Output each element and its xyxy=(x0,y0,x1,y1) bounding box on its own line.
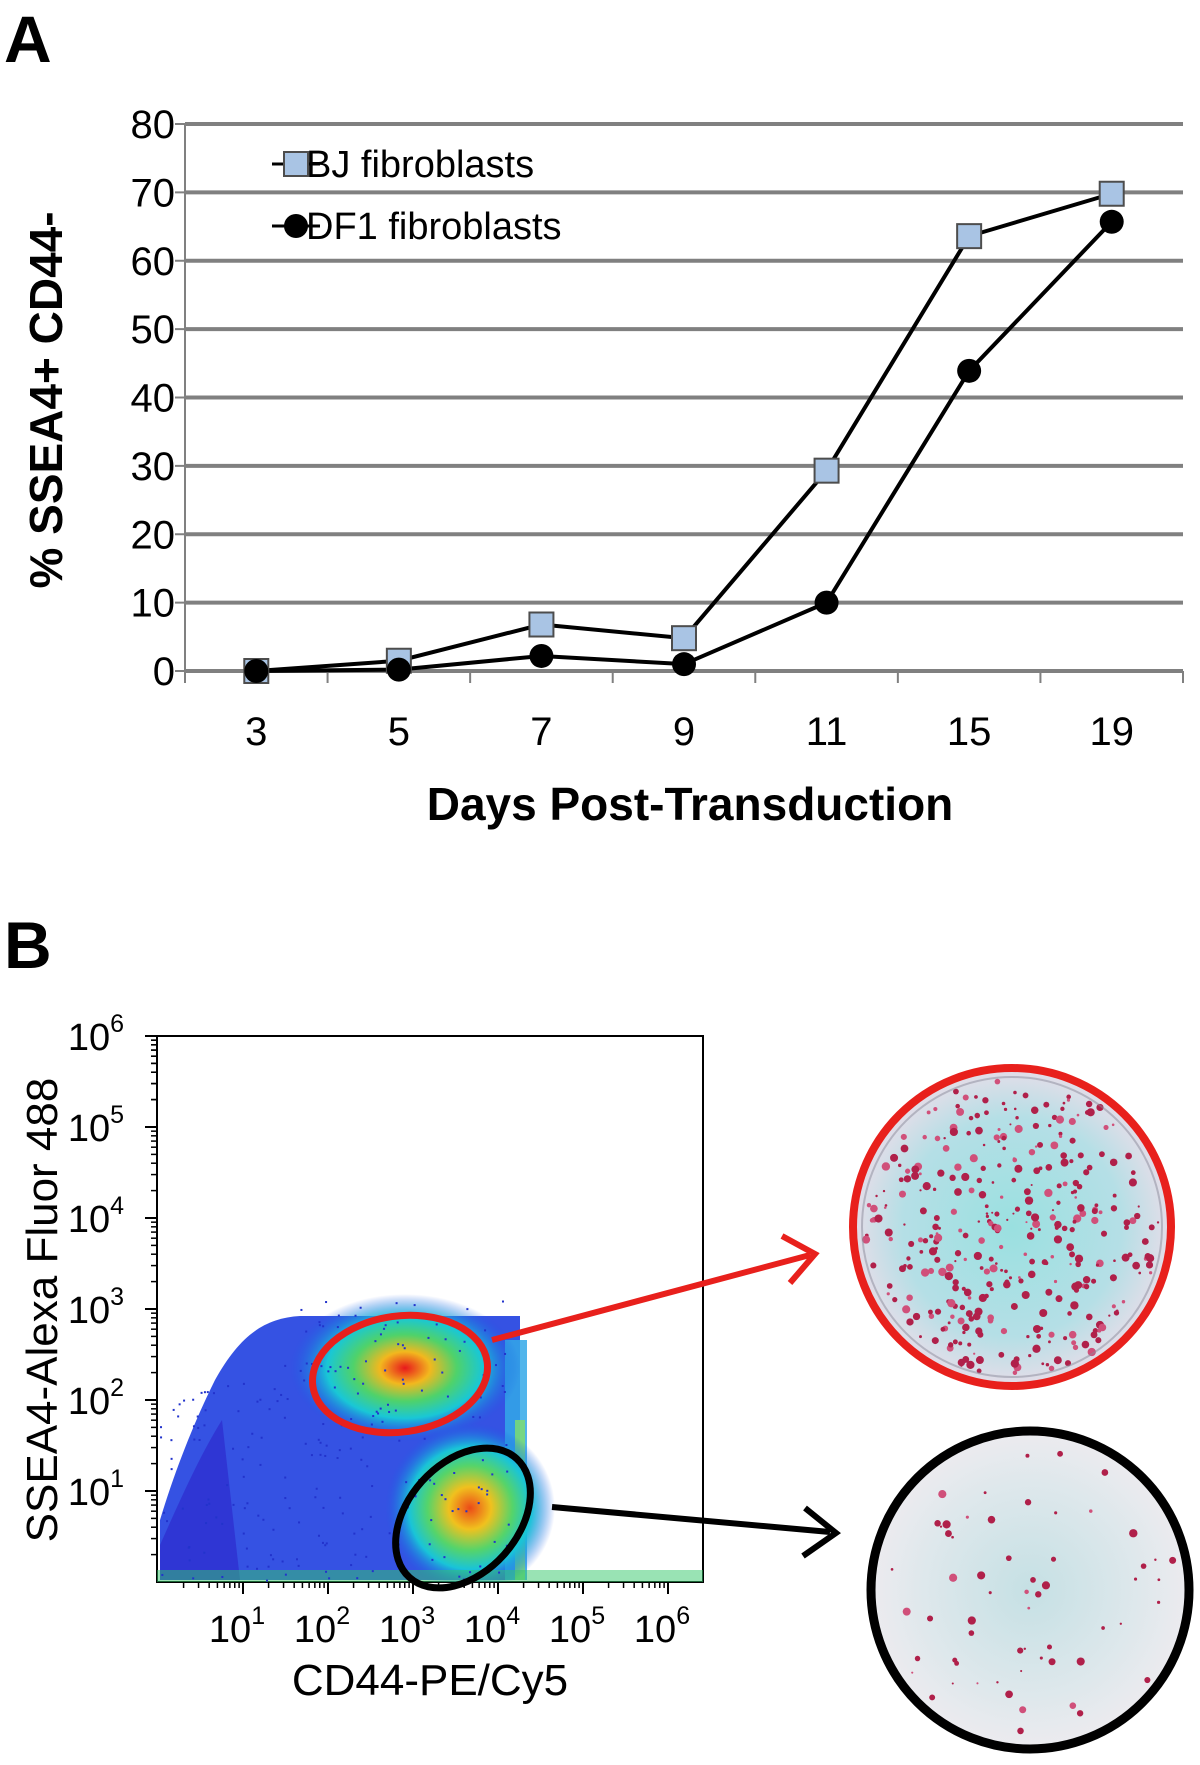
x-tick-label: 9 xyxy=(673,710,695,754)
flow-x-tick-label: 101 xyxy=(209,1602,265,1651)
data-point-bj xyxy=(671,625,697,652)
data-point-df1 xyxy=(529,643,554,668)
y-tick-label: 40 xyxy=(131,377,176,421)
data-point-df1 xyxy=(244,659,269,683)
data-point-bj xyxy=(1098,180,1125,207)
flow-y-ticks: 101 102 103 104 105 106 xyxy=(68,1010,157,1556)
x-axis-title: Days Post-Transduction xyxy=(427,778,954,830)
x-tick-label: 3 xyxy=(245,710,267,754)
legend-label-bj: BJ fibroblasts xyxy=(306,144,534,186)
legend: BJ fibroblasts DF1 fibroblasts xyxy=(272,144,562,248)
flow-y-tick-label: 105 xyxy=(68,1101,124,1150)
flow-y-tick-label: 106 xyxy=(68,1010,124,1059)
y-tick-label: 0 xyxy=(153,650,175,694)
flow-y-axis-title: SSEA4-Alexa Fluor 488 xyxy=(18,1078,67,1543)
legend-marker-circle xyxy=(284,214,308,238)
data-point-df1 xyxy=(1099,209,1124,234)
data-point-df1 xyxy=(957,358,982,383)
data-point-df1 xyxy=(386,657,411,682)
flow-y-tick-label: 101 xyxy=(68,1465,124,1514)
y-axis-title: % SSEA4+ CD44- xyxy=(20,211,72,588)
gridlines xyxy=(175,122,1184,683)
flow-x-axis-title: CD44-PE/Cy5 xyxy=(292,1656,568,1705)
flow-x-tick-label: 104 xyxy=(464,1602,520,1651)
y-tick-label: 10 xyxy=(131,582,176,626)
arrow-red xyxy=(491,1233,820,1343)
flow-x-tick-label: 106 xyxy=(634,1602,690,1651)
line-chart: 0 10 20 30 40 50 60 70 80 3 5 7 9 11 15 19 % SSEA4+ CD… xyxy=(20,103,1184,830)
y-tick-label: 50 xyxy=(131,308,176,352)
data-point-bj xyxy=(528,611,555,638)
panel-b-letter: B xyxy=(4,908,52,982)
flow-y-tick-label: 103 xyxy=(68,1283,124,1332)
plate-red-gate xyxy=(849,1064,1175,1390)
flow-cytometry-plot: 101 102 103 104 105 106 101 102 103 104 105 106 SS… xyxy=(18,1010,704,1705)
y-tick-labels: 0 10 20 30 40 50 60 70 80 xyxy=(131,103,176,694)
flow-y-tick-label: 104 xyxy=(68,1192,124,1241)
data-point-df1 xyxy=(814,590,839,615)
x-tick-label: 11 xyxy=(806,710,848,754)
flow-x-tick-label: 103 xyxy=(379,1602,435,1651)
legend-marker-square xyxy=(283,151,309,177)
panel-a-letter: A xyxy=(4,2,52,76)
x-tick-label: 5 xyxy=(388,710,410,754)
x-tick-label: 19 xyxy=(1089,710,1134,754)
series-group xyxy=(243,180,1125,684)
data-point-bj xyxy=(956,223,983,250)
x-tick-label: 7 xyxy=(530,710,552,754)
flow-x-tick-label: 105 xyxy=(549,1602,605,1651)
y-tick-label: 30 xyxy=(131,445,176,489)
y-tick-label: 70 xyxy=(131,171,176,215)
series-line-bj xyxy=(256,191,1113,673)
y-tick-label: 80 xyxy=(131,103,176,147)
event-density-cloud xyxy=(157,1294,703,1582)
arrow-black xyxy=(551,1504,841,1559)
x-tick-labels: 3 5 7 9 11 15 19 xyxy=(245,710,1134,754)
y-tick-label: 20 xyxy=(131,513,176,557)
data-point-df1 xyxy=(672,652,696,677)
flow-y-tick-label: 102 xyxy=(68,1374,124,1423)
y-tick-label: 60 xyxy=(131,240,176,284)
x-tick-label: 15 xyxy=(947,710,992,754)
flow-x-ticks: 101 102 103 104 105 106 xyxy=(182,1582,690,1651)
legend-label-df1: DF1 fibroblasts xyxy=(306,206,562,248)
gate-black xyxy=(392,1444,534,1592)
flow-x-tick-label: 102 xyxy=(294,1602,350,1651)
data-point-bj xyxy=(813,457,840,484)
plate-black-gate xyxy=(866,1426,1194,1754)
gate-red xyxy=(308,1311,492,1437)
